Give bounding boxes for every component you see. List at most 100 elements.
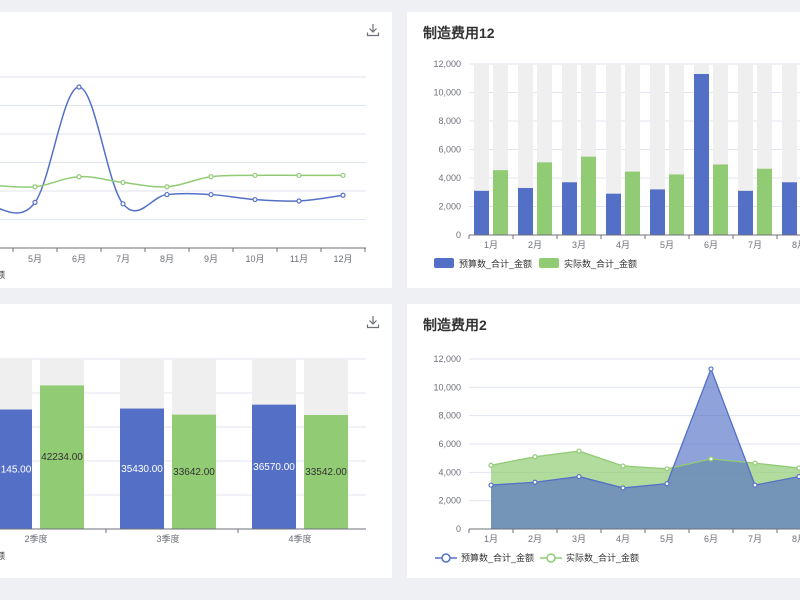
data-point: [340, 192, 346, 198]
x-tick-label: 7月: [748, 534, 762, 544]
data-point: [252, 196, 258, 203]
bar: [252, 404, 296, 529]
bar: [493, 170, 508, 235]
data-label: 145.00: [1, 464, 32, 475]
data-point: [164, 191, 170, 198]
data-point: [576, 448, 582, 454]
x-tick-label: 4月: [616, 240, 630, 250]
data-point: [208, 191, 214, 198]
y-tick-label: 2,000: [438, 202, 461, 212]
x-tick-label: 3月: [572, 534, 586, 544]
y-tick-label: 12,000: [433, 59, 461, 69]
bar-chart: 145.00 42234.00 2季度 35430.00 33642.00 3季度 3657…: [0, 358, 366, 561]
y-tick-label: 10,000: [433, 88, 461, 98]
legend-budget-marker: [441, 553, 451, 563]
bar: [694, 73, 709, 235]
data-point: [796, 465, 800, 471]
bar: [518, 187, 533, 235]
x-tick-label: 12月: [333, 254, 352, 264]
data-label: 36570.00: [253, 462, 295, 473]
data-label: 42234.00: [41, 452, 83, 463]
legend-actual-marker: [546, 553, 556, 563]
x-tick-label: 10月: [245, 254, 264, 264]
series-line: [0, 174, 343, 188]
x-tick-label: 5月: [28, 254, 42, 264]
y-tick-label: 12,000: [433, 354, 461, 364]
bar-background: [606, 64, 621, 235]
x-tick-label: 8月: [792, 534, 800, 544]
data-point: [532, 479, 538, 485]
data-point: [32, 184, 38, 190]
x-tick-label: 4月: [616, 534, 630, 544]
data-point: [76, 174, 82, 180]
x-tick-label: 1月: [484, 240, 498, 250]
x-tick-label: 8月: [160, 254, 174, 264]
bar: [0, 409, 32, 529]
data-point: [296, 172, 302, 178]
x-tick-label: 11月: [290, 254, 308, 264]
bar: [581, 156, 596, 235]
download-icon[interactable]: [366, 23, 380, 37]
data-point: [488, 482, 494, 488]
x-tick-label: 2月: [528, 534, 542, 544]
bar: [713, 164, 728, 235]
legend-actual-label: 实际数_合计_金额: [564, 258, 637, 269]
x-tick-label: 2季度: [24, 533, 47, 544]
chart-card-monthly-line: 5月 6月 7月 8月 9月 10月 11月 12月额: [0, 12, 392, 288]
data-point: [752, 482, 758, 488]
y-tick-label: 6,000: [438, 145, 461, 155]
y-tick-label: 0: [456, 524, 461, 534]
bar: [40, 385, 84, 529]
x-tick-label: 3季度: [156, 533, 179, 544]
y-tick-label: 10,000: [433, 382, 461, 392]
download-icon[interactable]: [366, 315, 380, 329]
bar: [606, 193, 621, 235]
y-tick-label: 2,000: [438, 496, 461, 506]
data-point: [296, 198, 302, 204]
data-label: 33542.00: [305, 467, 347, 478]
chart-card-manufacturing-12: 制造费用12 0 2,000 4,000 6,000 8,000 10,000 12,000…: [407, 12, 800, 288]
data-point: [664, 481, 670, 487]
x-tick-label: 6月: [72, 254, 86, 264]
x-tick-label: 5月: [660, 534, 674, 544]
bar: [537, 162, 552, 235]
data-point: [752, 460, 758, 466]
data-point: [488, 462, 494, 468]
data-point: [76, 84, 82, 90]
chart-title: 制造费用2: [423, 317, 487, 333]
data-point: [120, 179, 126, 186]
bar: [172, 414, 216, 529]
x-tick-label: 6月: [704, 534, 718, 544]
y-tick-label: 6,000: [438, 439, 461, 449]
data-point: [796, 473, 800, 480]
data-point: [340, 172, 346, 178]
chart-title: 制造费用12: [423, 25, 495, 41]
y-tick-label: 8,000: [438, 411, 461, 421]
data-label: 33642.00: [173, 467, 215, 478]
series-line: [0, 86, 344, 214]
data-point: [532, 454, 538, 460]
x-tick-label: 4季度: [288, 533, 311, 544]
data-point: [708, 366, 714, 372]
data-point: [664, 466, 670, 472]
legend-budget-swatch: [434, 258, 454, 268]
legend-label: 额: [0, 269, 5, 280]
data-point: [252, 172, 258, 178]
x-tick-label: 3月: [572, 240, 586, 250]
data-point: [576, 473, 582, 480]
x-tick-label: 9月: [204, 254, 218, 264]
legend-budget-label: 预算数_合计_金额: [461, 552, 534, 563]
bar: [782, 182, 797, 235]
legend-label: 额: [0, 550, 5, 561]
data-point: [164, 184, 170, 190]
bar: [669, 174, 684, 235]
x-tick-label: 7月: [116, 254, 130, 264]
data-label: 35430.00: [121, 464, 163, 475]
chart-card-manufacturing-2: 制造费用2 0 2,000 4,000 6,000 8,000 10,000 12,000 1…: [407, 304, 800, 578]
area-chart: 0 2,000 4,000 6,000 8,000 10,000 12,000 1月 2月 3月 4…: [433, 354, 800, 563]
x-tick-label: 7月: [748, 240, 762, 250]
bar: [474, 190, 489, 235]
data-point: [708, 456, 714, 462]
legend-budget-label: 预算数_合计_金额: [459, 258, 532, 269]
